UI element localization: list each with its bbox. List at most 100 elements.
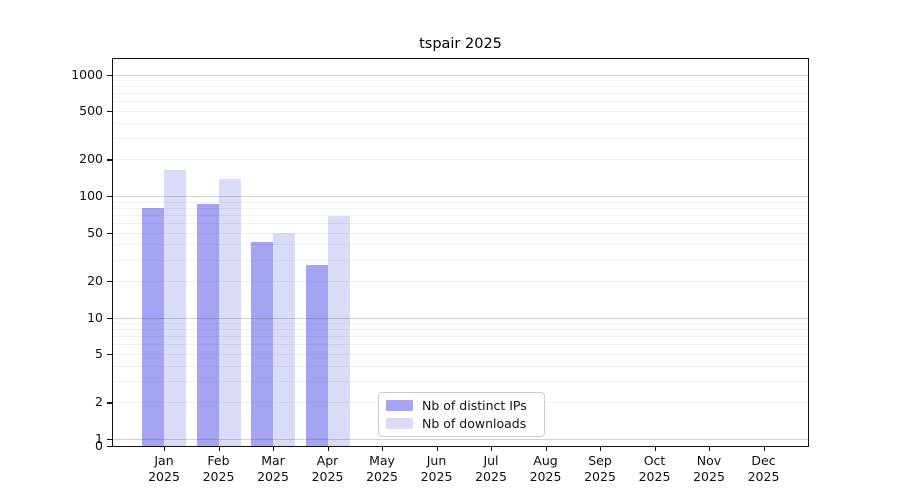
x-tick-mark [545, 446, 547, 451]
x-tick-mark [600, 446, 602, 451]
chart-title: tspair 2025 [419, 36, 502, 52]
x-tick-year: 2025 [475, 469, 507, 484]
gridline-minor [113, 336, 808, 338]
y-tick-mark [106, 354, 112, 356]
gridline-minor [113, 101, 808, 103]
gridline-minor [113, 365, 808, 367]
bar-downloads-apr [327, 215, 350, 446]
y-tick-label: 1000 [71, 66, 103, 82]
x-tick-month: Oct [643, 453, 666, 468]
gridline-minor [113, 201, 808, 203]
gridline-minor [113, 138, 808, 140]
y-tick-mark [106, 159, 112, 161]
x-tick-month: Apr [316, 453, 339, 468]
x-tick-month: Jun [426, 453, 447, 468]
x-tick-mark [218, 446, 220, 451]
gridline-minor [113, 207, 808, 209]
x-tick-mark [709, 446, 711, 451]
gridline-minor [113, 232, 808, 234]
y-tick-label: 20 [87, 272, 103, 288]
gridline-minor [113, 111, 808, 113]
gridline-minor [113, 354, 808, 356]
x-tick-label: Jul 2025 [459, 453, 523, 485]
gridline-major [113, 196, 808, 197]
gridline-minor [113, 280, 808, 282]
x-tick-label: Apr 2025 [296, 453, 360, 485]
y-tick-mark [106, 446, 112, 448]
x-tick-label: Jun 2025 [405, 453, 469, 485]
y-tick-mark [106, 74, 112, 76]
x-tick-mark [763, 446, 765, 451]
x-tick-year: 2025 [257, 469, 289, 484]
y-tick-label: 10 [87, 309, 103, 325]
x-tick-month: Aug [533, 453, 558, 468]
x-tick-label: May 2025 [350, 453, 414, 485]
x-tick-label: Aug 2025 [514, 453, 578, 485]
x-tick-year: 2025 [529, 469, 562, 484]
x-tick-mark [436, 446, 438, 451]
x-tick-year: 2025 [366, 469, 398, 484]
y-tick-mark [106, 280, 112, 283]
x-tick-month: Feb [207, 453, 230, 468]
gridline-minor [113, 80, 808, 82]
legend-swatch-downloads [386, 418, 413, 429]
x-tick-mark [327, 446, 329, 451]
x-tick-month: May [369, 453, 395, 468]
bar-downloads-feb [218, 179, 241, 446]
y-tick-label: 100 [79, 187, 103, 203]
x-tick-year: 2025 [420, 469, 453, 484]
y-tick-label: 500 [79, 102, 103, 118]
y-tick-mark [106, 232, 112, 234]
x-tick-year: 2025 [148, 469, 180, 484]
gridline-minor [113, 344, 808, 346]
bar-downloads-jan [164, 169, 186, 446]
x-tick-year: 2025 [638, 469, 671, 484]
y-tick-label: 1 [95, 430, 103, 446]
x-tick-mark [164, 446, 166, 451]
gridline-minor [113, 86, 808, 88]
gridline-major [113, 74, 808, 76]
x-tick-month: Jan [154, 453, 174, 468]
x-tick-year: 2025 [311, 469, 344, 484]
x-tick-mark [273, 446, 275, 451]
x-tick-label: Oct 2025 [623, 453, 687, 485]
x-tick-mark [491, 446, 493, 451]
gridline-major [113, 317, 808, 319]
x-tick-month: Mar [261, 453, 285, 468]
y-tick-mark [106, 439, 112, 441]
x-tick-label: Feb 2025 [187, 453, 251, 485]
y-tick-mark [106, 402, 112, 404]
x-tick-year: 2025 [747, 469, 780, 484]
x-tick-label: Sep 2025 [568, 453, 632, 485]
x-tick-mark [654, 446, 656, 451]
y-tick-label: 50 [87, 224, 103, 240]
x-tick-month: Sep [588, 453, 612, 468]
y-tick-mark [106, 317, 112, 319]
gridline-minor [113, 214, 808, 216]
x-tick-year: 2025 [584, 469, 616, 484]
x-tick-year: 2025 [202, 469, 235, 484]
bar-distinct-ips-jan [142, 207, 164, 446]
x-tick-mark [382, 446, 384, 451]
gridline-minor [113, 244, 808, 246]
x-tick-month: Dec [751, 453, 776, 468]
gridline-minor [113, 323, 808, 325]
gridline-minor [113, 259, 808, 261]
gridline-minor [113, 159, 808, 161]
x-tick-label: Nov 2025 [677, 453, 741, 485]
x-tick-label: Jan 2025 [132, 453, 196, 485]
x-tick-month: Jul [483, 453, 499, 468]
legend: Nb of distinct IPs Nb of downloads [378, 392, 545, 437]
gridline-minor [113, 381, 808, 383]
y-tick-label: 0 [95, 437, 103, 453]
x-tick-year: 2025 [693, 469, 725, 484]
gridline-major [113, 439, 808, 440]
bar-downloads-mar [273, 232, 295, 446]
gridline-minor [113, 122, 808, 124]
gridline-minor [113, 222, 808, 224]
y-tick-label: 2 [95, 394, 103, 410]
y-tick-mark [106, 196, 112, 198]
y-tick-label: 5 [95, 345, 103, 361]
x-tick-label: Dec 2025 [732, 453, 796, 485]
